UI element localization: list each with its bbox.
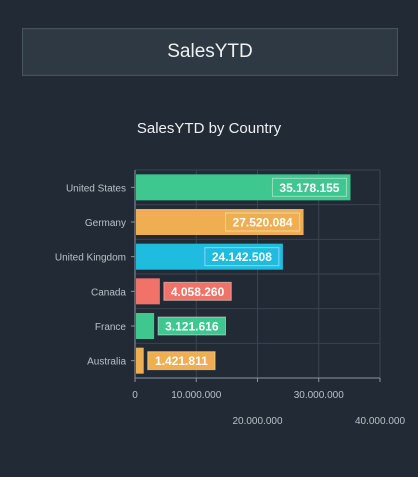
y-tick-label: United States <box>66 183 126 194</box>
y-tick-label: Australia <box>87 357 126 368</box>
x-tick-label: 0 <box>132 390 138 401</box>
x-tick-label: 40.000.000 <box>355 416 405 427</box>
data-label: 24.142.508 <box>212 250 272 264</box>
data-label-box <box>157 316 227 336</box>
y-tick-label: Germany <box>85 218 126 229</box>
chart-title: SalesYTD by Country <box>136 120 282 137</box>
bar <box>136 313 155 339</box>
data-label: 1.421.811 <box>155 354 208 368</box>
y-tick-label: United Kingdom <box>55 253 126 264</box>
data-label-box <box>271 177 347 197</box>
y-tick-label: Canada <box>91 287 126 298</box>
data-label: 4.058.260 <box>171 285 225 299</box>
bar <box>136 278 160 305</box>
bar <box>136 347 144 374</box>
panel-title: SalesYTD <box>167 41 253 62</box>
data-label-box <box>225 212 301 232</box>
panel-header: SalesYTD <box>22 28 398 76</box>
x-tick-label: 30.000.000 <box>294 390 344 401</box>
data-label: 35.178.155 <box>279 181 339 195</box>
x-tick-label: 10.000.000 <box>171 390 221 401</box>
data-label-box <box>163 281 232 301</box>
data-label: 27.520.084 <box>233 216 293 230</box>
x-tick-label: 20.000.000 <box>232 416 282 427</box>
data-label-box <box>204 247 280 267</box>
data-label-box <box>147 351 216 371</box>
y-tick-label: France <box>95 322 127 333</box>
data-label: 3.121.616 <box>165 320 219 334</box>
